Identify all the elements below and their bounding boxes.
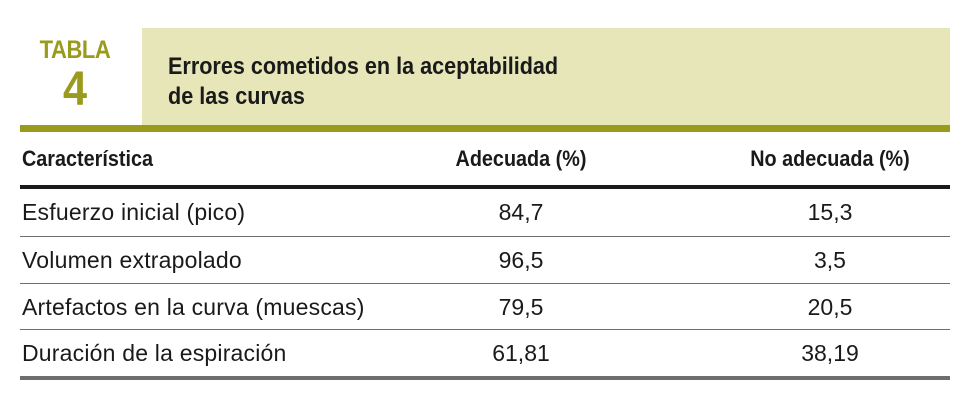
table-number: 4 <box>62 63 88 116</box>
cell-no-adecuada: 3,5 <box>814 247 846 273</box>
cell-adecuada: 84,7 <box>498 199 544 225</box>
row-divider <box>20 283 950 284</box>
column-header-adecuada: Adecuada (%) <box>455 145 587 171</box>
table-title-line-2: de las curvas <box>168 83 305 110</box>
cell-adecuada: 79,5 <box>498 294 544 320</box>
cell-caracteristica: Esfuerzo inicial (pico) <box>22 199 246 225</box>
column-header-caracteristica: Característica <box>22 145 153 171</box>
table-row: Esfuerzo inicial (pico) 84,7 15,3 <box>20 189 950 236</box>
row-divider <box>20 329 950 330</box>
table-header: TABLA 4 Errores cometidos en la aceptabi… <box>20 28 950 125</box>
table-bottom-rule <box>20 376 950 380</box>
table-row: Volumen extrapolado 96,5 3,5 <box>20 237 950 284</box>
table-label-word: TABLA <box>39 36 111 64</box>
cell-adecuada: 61,81 <box>492 340 550 366</box>
cell-adecuada: 96,5 <box>498 247 544 273</box>
column-header-no-adecuada: No adecuada (%) <box>750 145 910 171</box>
cell-caracteristica: Volumen extrapolado <box>22 247 242 273</box>
header-rule <box>20 125 950 132</box>
column-header-row: Característica Adecuada (%) No adecuada … <box>20 132 950 185</box>
cell-caracteristica: Duración de la espiración <box>22 340 287 366</box>
cell-caracteristica: Artefactos en la curva (muescas) <box>22 294 365 320</box>
column-header-rule <box>20 185 950 189</box>
table-label: TABLA 4 <box>20 28 140 125</box>
table-title-box: Errores cometidos en la aceptabilidad de… <box>142 28 950 125</box>
cell-no-adecuada: 38,19 <box>801 340 859 366</box>
table-row: Duración de la espiración 61,81 38,19 <box>20 330 950 377</box>
table-title: Errores cometidos en la aceptabilidad de… <box>168 52 672 112</box>
cell-no-adecuada: 15,3 <box>807 199 853 225</box>
cell-no-adecuada: 20,5 <box>807 294 853 320</box>
table-row: Artefactos en la curva (muescas) 79,5 20… <box>20 284 950 331</box>
table-title-line-1: Errores cometidos en la aceptabilidad <box>168 53 559 80</box>
row-divider <box>20 236 950 237</box>
